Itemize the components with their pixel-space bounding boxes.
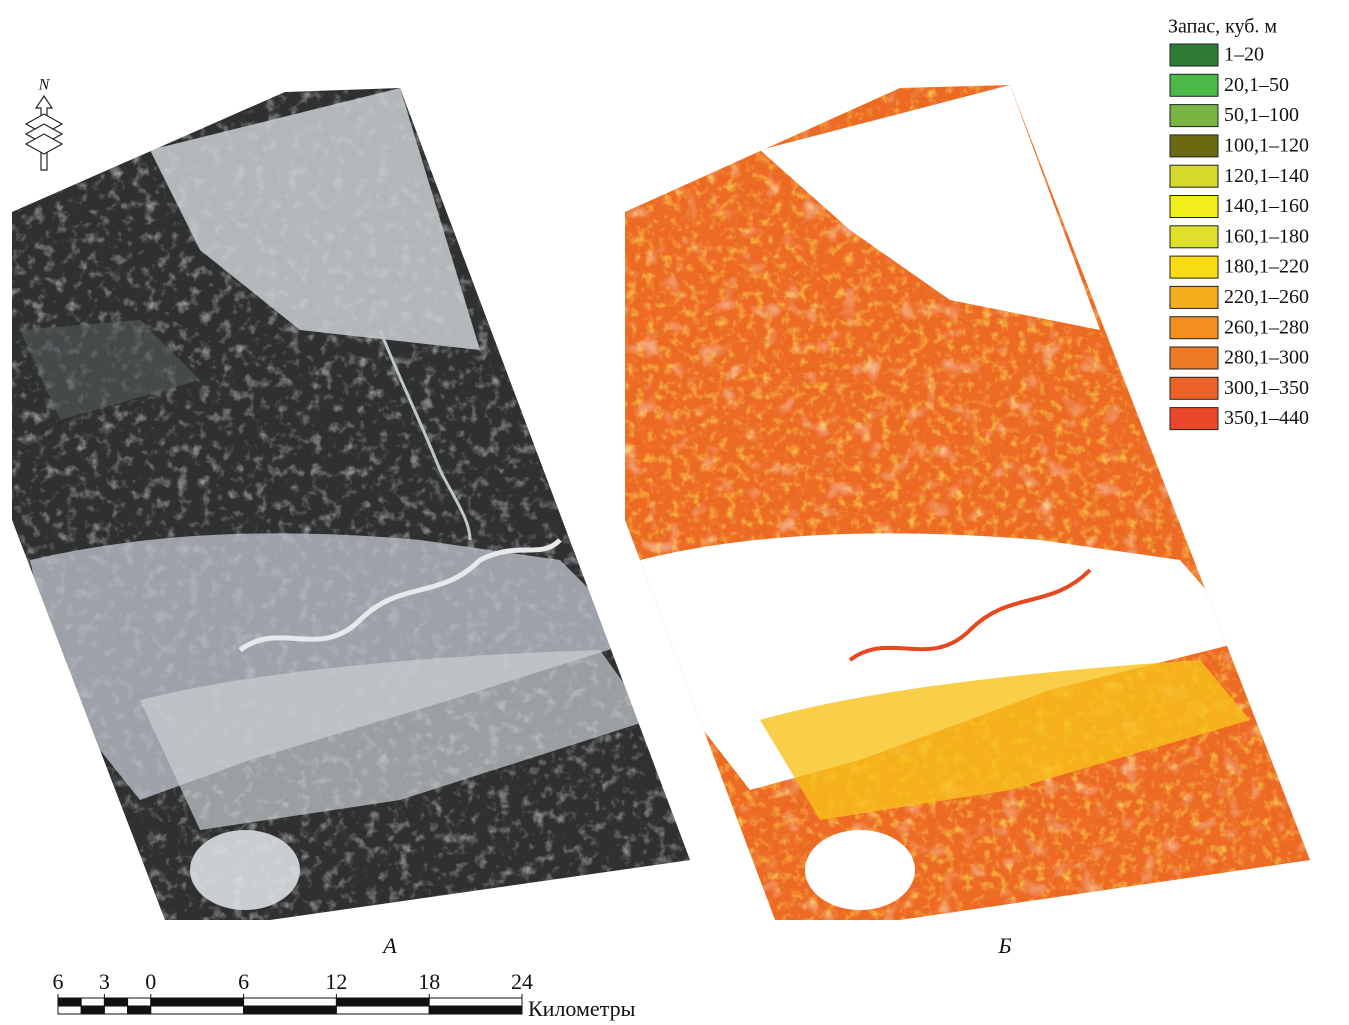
legend-label: 300,1–350 bbox=[1224, 377, 1309, 399]
legend-label: 260,1–280 bbox=[1224, 316, 1309, 338]
scale-tick-label: 0 bbox=[145, 969, 156, 994]
scale-segment bbox=[336, 998, 429, 1006]
legend-label: 140,1–160 bbox=[1224, 195, 1309, 217]
figure: N А Б Запас, куб. м 1–2020,1–5050,1–1001… bbox=[0, 0, 1349, 1025]
scale-tick-label: 12 bbox=[325, 969, 347, 994]
scale-segment bbox=[128, 998, 151, 1006]
legend-swatch bbox=[1170, 196, 1218, 218]
legend-label: 350,1–440 bbox=[1224, 407, 1309, 429]
legend-swatch bbox=[1170, 286, 1218, 308]
scale-segment bbox=[81, 1006, 104, 1014]
legend-swatch bbox=[1170, 347, 1218, 369]
scale-tick-label: 6 bbox=[53, 969, 64, 994]
scale-segment bbox=[104, 1006, 127, 1014]
legend-swatch bbox=[1170, 317, 1218, 339]
legend-swatch bbox=[1170, 226, 1218, 248]
north-label: N bbox=[38, 77, 51, 94]
panel-label: Б bbox=[998, 933, 1012, 958]
legend-label: 120,1–140 bbox=[1224, 165, 1309, 187]
scale-segment bbox=[104, 998, 127, 1006]
scale-segment bbox=[151, 1006, 244, 1014]
panel-label: А bbox=[381, 933, 397, 958]
scale-segment bbox=[336, 1006, 429, 1014]
legend-swatch bbox=[1170, 377, 1218, 399]
legend-label: 20,1–50 bbox=[1224, 74, 1289, 96]
scale-segment bbox=[128, 1006, 151, 1014]
legend-label: 280,1–300 bbox=[1224, 347, 1309, 369]
north-arrow: N bbox=[26, 77, 62, 170]
legend-swatch bbox=[1170, 135, 1218, 157]
legend-swatch bbox=[1170, 408, 1218, 430]
scale-segment bbox=[58, 1006, 81, 1014]
scale-segment bbox=[244, 1006, 337, 1014]
scale-segment bbox=[429, 1006, 522, 1014]
scale-segment bbox=[58, 998, 81, 1006]
scale-segment bbox=[244, 998, 337, 1006]
satellite-map bbox=[0, 80, 700, 930]
legend-label: 100,1–120 bbox=[1224, 134, 1309, 156]
scale-tick-label: 6 bbox=[238, 969, 249, 994]
scale-segment bbox=[151, 998, 244, 1006]
legend-label: 220,1–260 bbox=[1224, 286, 1309, 308]
scale-tick-label: 24 bbox=[511, 969, 533, 994]
legend-title: Запас, куб. м bbox=[1168, 16, 1277, 38]
scale-tick-label: 18 bbox=[418, 969, 440, 994]
page: {"north_label": "N", "legend": {"title":… bbox=[0, 0, 1349, 1025]
legend-label: 1–20 bbox=[1224, 44, 1264, 66]
legend-label: 180,1–220 bbox=[1224, 256, 1309, 278]
legend-swatch bbox=[1170, 165, 1218, 187]
legend-swatch bbox=[1170, 256, 1218, 278]
legend-label: 160,1–180 bbox=[1224, 225, 1309, 247]
scale-segment bbox=[429, 998, 522, 1006]
legend-swatch bbox=[1170, 44, 1218, 66]
legend: 1–20 20,1–50 50,1–100 100,1–120 120,1–140 140… bbox=[1170, 44, 1309, 430]
scale-tick-label: 3 bbox=[99, 969, 110, 994]
legend-swatch bbox=[1170, 74, 1218, 96]
legend-label: 50,1–100 bbox=[1224, 104, 1299, 126]
legend-swatch bbox=[1170, 105, 1218, 127]
scale-unit: Километры bbox=[528, 996, 636, 1021]
scale-segment bbox=[81, 998, 104, 1006]
